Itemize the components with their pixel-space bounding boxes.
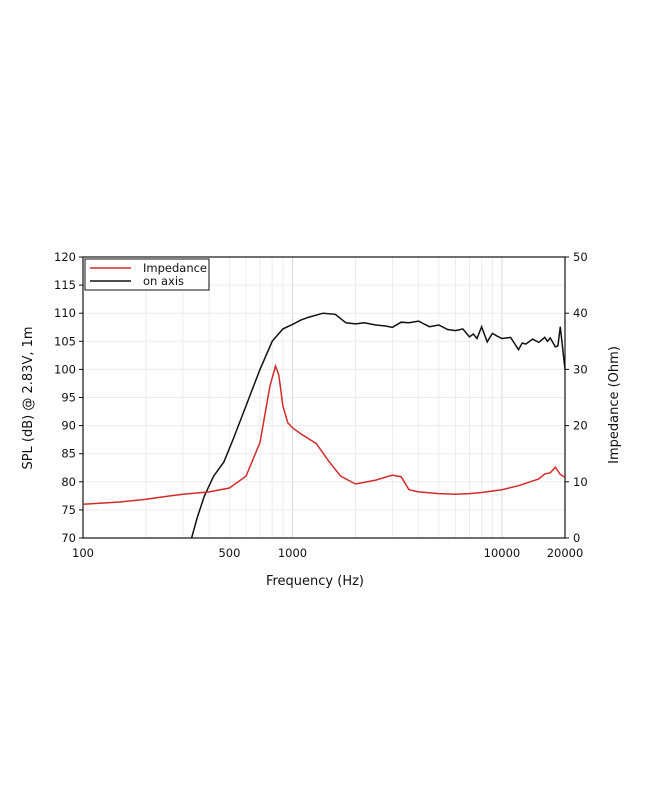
y-tick-label: 70 — [61, 531, 76, 545]
left-y-axis-ticks: 70 75 80 85 90 95 100 105 110 115 120 — [54, 250, 83, 545]
x-tick-label: 10000 — [484, 546, 521, 560]
legend-label-on-axis: on axis — [143, 274, 184, 288]
y-tick-label: 95 — [61, 391, 76, 405]
legend-box — [84, 258, 210, 291]
y2-tick-label: 50 — [573, 250, 588, 264]
y-tick-label: 115 — [54, 278, 76, 292]
x-axis-ticks: 100 500 1000 10000 20000 — [72, 546, 583, 560]
right-y-axis-ticks: 0 10 20 30 40 50 — [565, 250, 588, 545]
y-tick-label: 80 — [61, 475, 76, 489]
y2-tick-label: 10 — [573, 475, 588, 489]
y-axis-label: SPL (dB) @ 2.83V, 1m — [21, 326, 36, 469]
legend-label-impedance: Impedance — [143, 261, 207, 275]
y2-axis-label: Impedance (Ohm) — [607, 346, 622, 464]
y-tick-label: 105 — [54, 334, 76, 348]
y-tick-label: 110 — [54, 306, 76, 320]
legend: Impedance on axis — [84, 258, 210, 291]
y-tick-label: 85 — [61, 447, 76, 461]
grid-lines — [83, 256, 565, 539]
impedance-series — [82, 363, 566, 506]
y-tick-label: 100 — [54, 362, 76, 376]
x-tick-label: 500 — [218, 546, 240, 560]
y2-tick-label: 40 — [573, 306, 588, 320]
x-tick-label: 100 — [72, 546, 94, 560]
x-tick-label: 1000 — [278, 546, 307, 560]
y-tick-label: 75 — [61, 503, 76, 517]
y2-tick-label: 20 — [573, 419, 588, 433]
x-axis-label: Frequency (Hz) — [266, 574, 364, 589]
y-tick-label: 90 — [61, 419, 76, 433]
y2-tick-label: 0 — [573, 531, 580, 545]
x-tick-label: 20000 — [547, 546, 584, 560]
y-tick-label: 120 — [54, 250, 76, 264]
y2-tick-label: 30 — [573, 362, 588, 376]
on-axis-spl-series — [190, 312, 566, 539]
